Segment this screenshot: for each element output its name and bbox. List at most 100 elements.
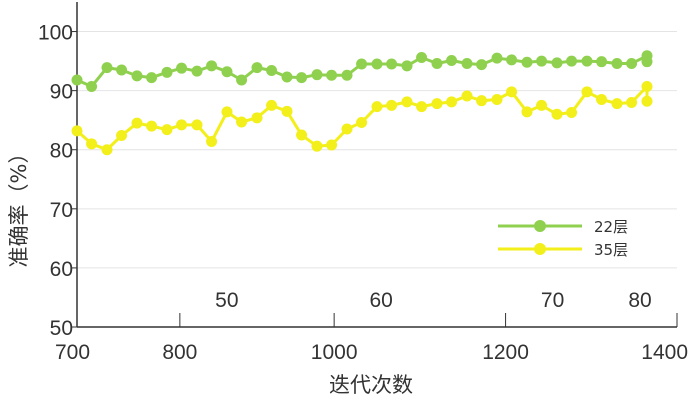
y-tick-label: 60 bbox=[50, 258, 73, 281]
data-point bbox=[266, 65, 278, 77]
data-point bbox=[146, 72, 158, 84]
data-point bbox=[206, 60, 218, 72]
tick-labels: 50 60 70 80 90 100 700 800 1000 1200 1400 50 60 70 80 bbox=[38, 22, 688, 364]
data-point bbox=[191, 119, 203, 131]
grid-lines bbox=[77, 31, 677, 269]
y-tick-label: 50 bbox=[50, 317, 73, 340]
x-inner-tick-label: 80 bbox=[628, 289, 651, 312]
data-point bbox=[281, 105, 293, 117]
y-tick-label: 70 bbox=[50, 199, 73, 222]
series-line bbox=[76, 54, 649, 88]
data-point bbox=[521, 106, 533, 118]
data-point bbox=[596, 94, 608, 105]
data-point bbox=[206, 135, 218, 147]
data-point bbox=[191, 65, 203, 77]
data-point bbox=[431, 57, 443, 69]
data-point bbox=[416, 52, 428, 64]
legend-label: 22层 bbox=[594, 218, 628, 236]
data-point bbox=[611, 98, 623, 110]
x-inner-tick-label: 70 bbox=[541, 289, 564, 312]
data-point bbox=[296, 129, 308, 141]
data-point bbox=[641, 95, 653, 107]
data-point bbox=[581, 55, 593, 67]
data-point bbox=[596, 56, 608, 68]
data-point bbox=[431, 98, 443, 110]
data-point bbox=[176, 62, 188, 74]
data-point bbox=[566, 107, 578, 118]
legend-item-1: 22层 bbox=[498, 218, 628, 236]
data-point bbox=[446, 55, 458, 66]
data-point bbox=[416, 101, 428, 113]
x-tick-label: 1400 bbox=[641, 341, 688, 364]
data-point bbox=[71, 125, 83, 137]
data-point bbox=[86, 138, 98, 150]
data-point bbox=[371, 101, 383, 113]
y-tick-label: 100 bbox=[38, 22, 73, 45]
data-point bbox=[536, 55, 548, 67]
data-point bbox=[551, 108, 563, 120]
data-point bbox=[101, 144, 113, 156]
data-point bbox=[116, 64, 128, 76]
data-series bbox=[71, 50, 653, 156]
x-tick-label: 700 bbox=[55, 341, 90, 364]
data-point bbox=[341, 69, 353, 81]
legend-label: 35层 bbox=[594, 241, 628, 259]
data-point bbox=[101, 62, 113, 74]
data-point bbox=[581, 86, 593, 98]
data-point bbox=[251, 112, 263, 124]
x-tick-label: 800 bbox=[162, 341, 197, 364]
data-point bbox=[311, 69, 323, 81]
data-point bbox=[476, 95, 488, 107]
data-point bbox=[266, 99, 278, 111]
series-line bbox=[76, 85, 649, 152]
x-axis-label: 迭代次数 bbox=[329, 373, 413, 397]
y-tick-label: 90 bbox=[50, 81, 73, 104]
data-point bbox=[566, 55, 578, 67]
data-point bbox=[506, 86, 518, 98]
data-point bbox=[506, 54, 518, 66]
data-point bbox=[236, 74, 248, 86]
data-point bbox=[161, 124, 173, 136]
data-point bbox=[626, 96, 638, 108]
data-point bbox=[521, 56, 533, 68]
data-point bbox=[296, 72, 308, 84]
data-point bbox=[311, 140, 323, 152]
data-point bbox=[131, 117, 143, 129]
data-point bbox=[536, 99, 548, 111]
data-point bbox=[71, 74, 83, 86]
legend-marker bbox=[534, 243, 546, 255]
data-point bbox=[341, 123, 353, 135]
data-point bbox=[491, 94, 503, 105]
data-point bbox=[551, 57, 563, 69]
data-point bbox=[461, 57, 473, 69]
data-point bbox=[86, 81, 98, 92]
data-point bbox=[641, 81, 653, 92]
data-point bbox=[356, 117, 368, 129]
data-point bbox=[116, 130, 128, 142]
data-point bbox=[386, 99, 398, 111]
data-point bbox=[611, 57, 623, 69]
data-point bbox=[371, 58, 383, 70]
data-point bbox=[281, 71, 293, 83]
data-point bbox=[146, 120, 158, 132]
data-point bbox=[401, 60, 413, 72]
data-point bbox=[491, 52, 503, 64]
x-inner-tick-label: 50 bbox=[215, 289, 238, 312]
x-tick-label: 1000 bbox=[311, 341, 358, 364]
series-2 bbox=[71, 81, 653, 156]
data-point bbox=[326, 69, 338, 81]
legend-marker bbox=[534, 220, 546, 232]
series-1 bbox=[71, 50, 653, 92]
data-point bbox=[461, 90, 473, 102]
data-point bbox=[251, 62, 263, 74]
data-point bbox=[356, 58, 368, 70]
data-point bbox=[386, 58, 398, 70]
legend-item-2: 35层 bbox=[498, 241, 628, 259]
data-point bbox=[236, 116, 248, 128]
y-axis-label: 准确率（%） bbox=[7, 143, 31, 268]
data-point bbox=[131, 70, 143, 82]
data-point bbox=[446, 96, 458, 108]
data-point bbox=[401, 96, 413, 108]
